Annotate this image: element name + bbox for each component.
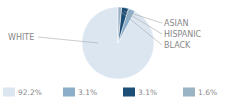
legend-swatch <box>3 88 15 97</box>
annotation: BLACK <box>164 41 191 50</box>
legend-label: 1.6% <box>198 88 217 97</box>
legend: 92.2% 3.1% 3.1% 1.6% <box>3 88 217 97</box>
chart: WHITE ASIAN HISPANIC BLACK 92.2% 3.1% 3.1% 1.6% <box>0 0 240 100</box>
pie <box>82 7 154 79</box>
legend-swatch <box>183 88 195 97</box>
legend-label: 3.1% <box>138 88 157 97</box>
slice <box>82 7 154 79</box>
legend-swatch <box>123 88 135 97</box>
annotations: WHITE ASIAN HISPANIC BLACK <box>8 11 202 50</box>
legend-label: 92.2% <box>18 88 42 97</box>
annotation: HISPANIC <box>164 30 202 39</box>
legend-label: 3.1% <box>78 88 97 97</box>
annotation: WHITE <box>8 33 34 42</box>
legend-swatch <box>63 88 75 97</box>
leader-line <box>120 11 162 45</box>
annotation: ASIAN <box>164 19 188 28</box>
leader-line <box>124 11 162 34</box>
leader-line <box>38 37 98 43</box>
slice <box>118 7 122 43</box>
